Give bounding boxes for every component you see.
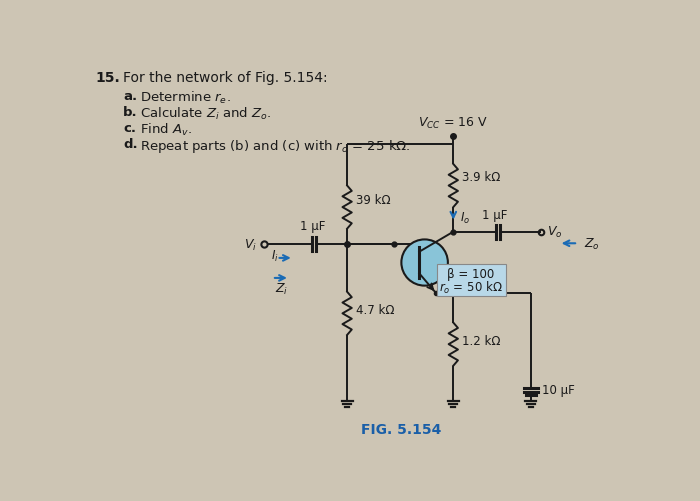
- Text: 15.: 15.: [95, 71, 120, 85]
- Text: 10 μF: 10 μF: [542, 383, 575, 396]
- Text: $I_i$: $I_i$: [271, 248, 279, 264]
- Text: b.: b.: [123, 105, 138, 118]
- Text: $Z_i$: $Z_i$: [274, 282, 288, 297]
- Text: 3.9 kΩ: 3.9 kΩ: [462, 170, 500, 183]
- Text: 39 kΩ: 39 kΩ: [356, 193, 391, 206]
- Text: For the network of Fig. 5.154:: For the network of Fig. 5.154:: [123, 71, 328, 85]
- Text: $V_{CC}$ = 16 V: $V_{CC}$ = 16 V: [419, 116, 488, 131]
- Text: β = 100: β = 100: [447, 267, 495, 280]
- FancyBboxPatch shape: [437, 265, 506, 297]
- Text: 1.2 kΩ: 1.2 kΩ: [462, 334, 500, 347]
- Text: $r_o$ = 50 kΩ: $r_o$ = 50 kΩ: [440, 280, 503, 296]
- Text: 4.7 kΩ: 4.7 kΩ: [356, 304, 394, 316]
- Text: Determine $r_e$.: Determine $r_e$.: [140, 89, 231, 105]
- Text: 1 μF: 1 μF: [300, 220, 326, 233]
- Text: $I_o$: $I_o$: [459, 210, 470, 225]
- Text: a.: a.: [123, 89, 137, 102]
- Text: Find $A_v$.: Find $A_v$.: [140, 122, 192, 138]
- Text: FIG. 5.154: FIG. 5.154: [361, 422, 442, 436]
- Text: $V_o$: $V_o$: [547, 225, 563, 240]
- Text: c.: c.: [123, 122, 136, 135]
- Text: Calculate $Z_i$ and $Z_o$.: Calculate $Z_i$ and $Z_o$.: [140, 105, 272, 122]
- Text: 1 μF: 1 μF: [482, 208, 507, 221]
- Text: $Z_o$: $Z_o$: [584, 236, 600, 252]
- Text: $V_i$: $V_i$: [244, 237, 256, 252]
- Text: d.: d.: [123, 138, 138, 151]
- Text: Repeat parts (b) and (c) with $r_o$ = 25 kΩ.: Repeat parts (b) and (c) with $r_o$ = 25…: [140, 138, 411, 155]
- Circle shape: [401, 240, 448, 286]
